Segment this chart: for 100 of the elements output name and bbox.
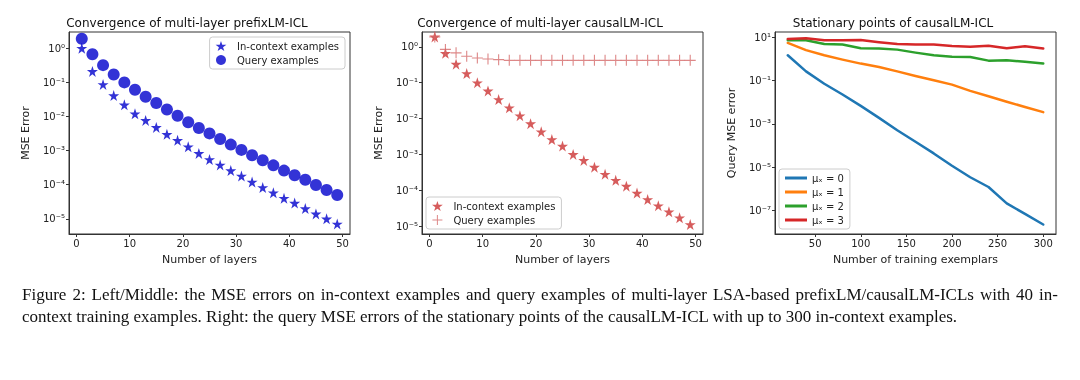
point [493, 54, 505, 66]
point [192, 122, 205, 135]
point [578, 154, 590, 166]
point [471, 52, 483, 64]
point [482, 85, 494, 97]
point [278, 164, 291, 177]
point [620, 54, 632, 66]
point [588, 54, 600, 66]
point [620, 180, 632, 192]
x-tick-label: 50 [808, 237, 822, 249]
point [610, 54, 622, 66]
y-tick-label: 10⁻⁴ [395, 184, 418, 196]
point [461, 68, 473, 80]
legend-label: In-context examples [453, 200, 556, 212]
y-axis-title: Query MSE error [725, 87, 738, 179]
point [557, 54, 568, 66]
point [214, 159, 226, 171]
legend-label: μₓ = 0 [812, 172, 844, 184]
point [76, 42, 88, 54]
point [525, 118, 537, 130]
point [546, 54, 558, 66]
line-series [786, 36, 1045, 50]
point [182, 141, 194, 153]
point [309, 179, 322, 192]
y-tick-label: 10⁰ [48, 42, 65, 54]
x-axis-title: Number of layers [161, 253, 258, 266]
point [203, 127, 216, 140]
point [225, 165, 237, 177]
point [246, 176, 258, 188]
point [674, 212, 686, 224]
x-tick-label: 20 [529, 237, 543, 249]
y-tick-label: 10⁻¹ [748, 75, 771, 87]
y-tick-label: 10⁻² [42, 111, 65, 123]
point [86, 48, 99, 61]
point [139, 90, 152, 103]
point [172, 134, 184, 146]
x-tick-label: 250 [988, 237, 1008, 249]
point [610, 174, 622, 186]
y-axis-title: MSE Error [19, 105, 32, 160]
point [642, 194, 654, 206]
chart-title: Convergence of multi-layer causalLM-ICL [417, 16, 664, 30]
chart-title: Convergence of multi-layer prefixLM-ICL [66, 16, 309, 30]
point [631, 54, 643, 66]
point [684, 219, 696, 231]
point [663, 54, 675, 66]
point [256, 154, 269, 167]
x-tick-label: 0 [426, 237, 433, 249]
y-tick-label: 10⁻¹ [42, 76, 65, 88]
point [288, 169, 301, 182]
point [439, 43, 451, 55]
y-tick-label: 10⁻⁵ [748, 161, 771, 173]
point [450, 58, 462, 70]
point [118, 99, 130, 111]
line-series [786, 54, 1045, 226]
line-series [786, 39, 1045, 65]
y-tick-label: 10⁻⁷ [748, 204, 771, 216]
point [257, 182, 269, 194]
x-tick-label: 20 [176, 237, 190, 249]
point [514, 110, 526, 122]
x-tick-label: 10 [476, 237, 490, 249]
point [557, 140, 568, 152]
point [118, 76, 131, 89]
point [235, 170, 247, 182]
x-tick-label: 300 [1033, 237, 1053, 249]
point [160, 103, 173, 116]
point [299, 203, 311, 215]
point [97, 59, 110, 72]
x-tick-label: 40 [635, 237, 649, 249]
point [567, 148, 579, 160]
point [235, 143, 248, 156]
point [161, 128, 173, 140]
x-tick-label: 200 [942, 237, 962, 249]
x-tick-label: 150 [896, 237, 916, 249]
caption: Figure 2: Left/Middle: the MSE errors on in-context examples and query examples of multi-layer LSA-based prefixLM/causalLM-ICLs with 40 in-context training examples. Right: the query MSE errors of the stationary points of the causalLM-ICL with up to 300 in-context examples. [21, 284, 1059, 328]
x-axis-title: Number of training exemplars [832, 253, 999, 266]
point [631, 187, 643, 199]
legend-label: In-context examples [236, 40, 340, 52]
point [267, 159, 280, 172]
point [129, 83, 141, 96]
point [663, 206, 675, 218]
y-tick-label: 10⁻¹ [395, 77, 418, 89]
y-tick-label: 10⁻⁵ [42, 213, 65, 225]
point [461, 50, 473, 62]
point [278, 192, 290, 204]
y-axis-title: MSE Error [372, 105, 385, 160]
point [482, 53, 494, 65]
point [471, 77, 483, 89]
point [599, 168, 611, 180]
legend-label: μₓ = 1 [812, 186, 844, 198]
x-axis-title: Number of layers [514, 253, 611, 266]
y-tick-label: 10⁻⁵ [395, 220, 418, 232]
point [97, 78, 109, 90]
x-tick-label: 10 [123, 237, 137, 249]
point [525, 54, 537, 66]
point [652, 200, 664, 212]
x-tick-label: 50 [689, 237, 702, 249]
point [86, 65, 98, 77]
point [299, 173, 312, 186]
point [321, 213, 333, 225]
x-tick-label: 100 [851, 237, 871, 249]
